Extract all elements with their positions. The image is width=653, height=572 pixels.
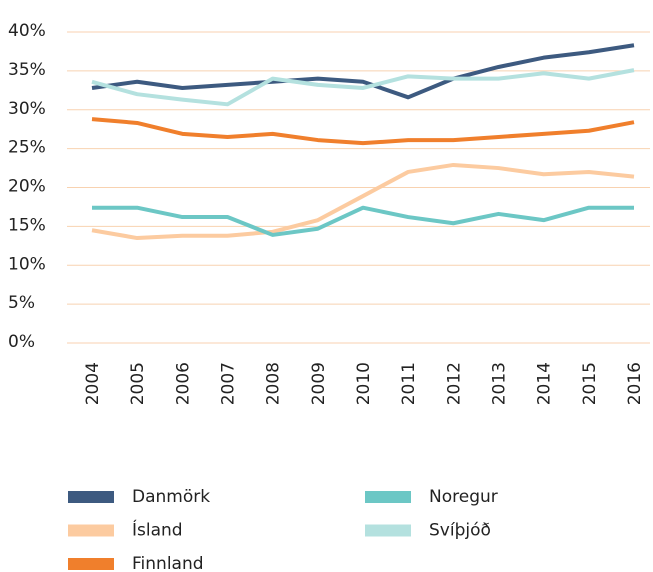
- x-tick-label: 2005: [128, 362, 148, 405]
- y-tick-label: 20%: [8, 177, 46, 197]
- legend-swatch: [68, 524, 114, 537]
- series-line: [92, 205, 634, 237]
- legend-swatch: [68, 558, 114, 570]
- legend-label: Danmörk: [132, 487, 210, 507]
- x-tick-label: 2007: [219, 362, 239, 405]
- y-tick-label: 0%: [8, 332, 35, 352]
- legend-swatch: [68, 491, 114, 503]
- y-tick-label: 40%: [8, 21, 46, 41]
- y-tick-label: 30%: [8, 99, 46, 119]
- x-tick-label: 2004: [83, 362, 103, 405]
- legend-swatch: [365, 491, 411, 503]
- legend-label: Noregur: [429, 487, 498, 507]
- x-tick-label: 2015: [580, 362, 600, 405]
- x-tick-label: 2012: [444, 362, 464, 405]
- x-tick-label: 2013: [490, 362, 510, 405]
- y-tick-label: 35%: [8, 60, 46, 80]
- x-tick-label: 2010: [354, 362, 374, 405]
- x-tick-label: 2014: [535, 362, 555, 405]
- y-tick-label: 15%: [8, 215, 46, 235]
- x-tick-label: 2009: [309, 362, 329, 405]
- series-line: [91, 162, 635, 241]
- series-line: [91, 43, 635, 100]
- x-tick-label: 2006: [173, 362, 193, 405]
- x-tick-label: 2016: [625, 362, 645, 405]
- series-line: [91, 117, 635, 146]
- legend-swatch: [365, 524, 411, 537]
- legend-label: Finnland: [132, 554, 204, 572]
- x-tick-label: 2011: [399, 362, 419, 405]
- y-tick-label: 10%: [8, 254, 46, 274]
- series-line: [91, 68, 635, 107]
- y-tick-label: 25%: [8, 138, 46, 158]
- legend-label: Ísland: [132, 519, 183, 541]
- x-tick-label: 2008: [264, 362, 284, 405]
- legend-label: Svíþjóð: [429, 521, 491, 541]
- y-tick-label: 5%: [8, 293, 35, 313]
